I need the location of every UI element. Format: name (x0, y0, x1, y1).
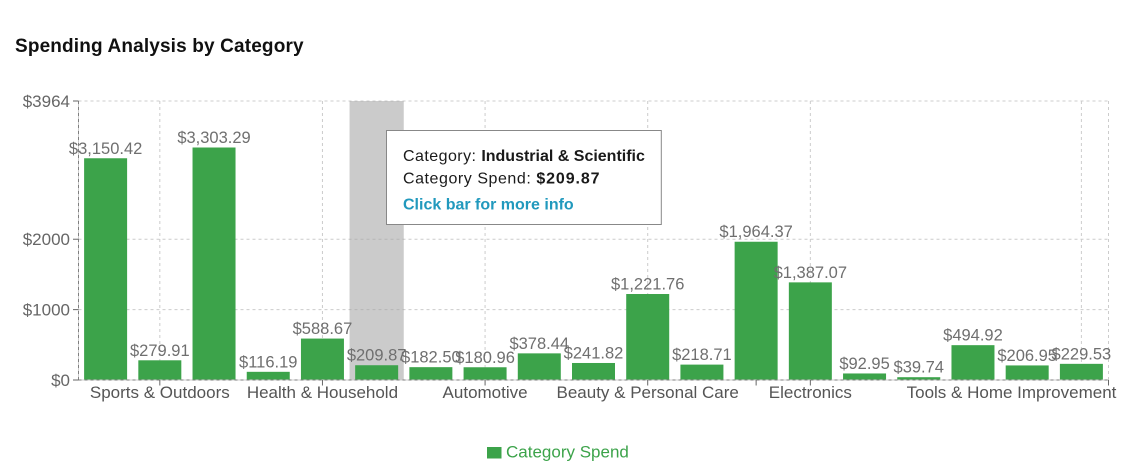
svg-text:$1,387.07: $1,387.07 (774, 264, 847, 282)
svg-text:Beauty & Personal Care: Beauty & Personal Care (557, 383, 739, 402)
svg-text:$229.53: $229.53 (1052, 345, 1112, 363)
svg-text:Automotive: Automotive (443, 383, 528, 402)
svg-text:$2000: $2000 (23, 230, 70, 249)
svg-text:$0: $0 (51, 371, 70, 390)
svg-text:$1,221.76: $1,221.76 (611, 276, 684, 294)
svg-text:$39.74: $39.74 (894, 359, 944, 377)
svg-text:$209.87: $209.87 (347, 347, 407, 365)
svg-text:Category: Industrial & Scienti: Category: Industrial & Scientific (403, 148, 645, 165)
svg-text:Health & Household: Health & Household (247, 383, 398, 402)
svg-text:Click bar for more info: Click bar for more info (403, 197, 574, 214)
svg-text:$182.50: $182.50 (401, 349, 461, 367)
svg-text:$3,303.29: $3,303.29 (177, 129, 250, 147)
svg-text:Tools & Home Improvement: Tools & Home Improvement (907, 383, 1117, 402)
svg-text:$116.19: $116.19 (239, 353, 297, 371)
svg-text:$218.71: $218.71 (672, 346, 732, 364)
svg-text:$241.82: $241.82 (564, 344, 624, 362)
svg-text:$588.67: $588.67 (293, 320, 353, 338)
svg-text:$3,150.42: $3,150.42 (69, 140, 142, 158)
svg-text:$378.44: $378.44 (509, 335, 569, 353)
svg-text:$1000: $1000 (23, 300, 70, 319)
svg-text:Category Spend: $209.87: Category Spend: $209.87 (403, 171, 600, 188)
svg-text:Category Spend: Category Spend (506, 443, 629, 462)
svg-text:Electronics: Electronics (769, 383, 852, 402)
svg-text:$206.95: $206.95 (997, 347, 1057, 365)
svg-text:$3964: $3964 (23, 92, 70, 111)
svg-text:$494.92: $494.92 (943, 327, 1003, 345)
svg-text:$279.91: $279.91 (130, 342, 190, 360)
svg-text:$92.95: $92.95 (839, 355, 889, 373)
svg-text:Spending Analysis by Category: Spending Analysis by Category (15, 36, 304, 57)
svg-text:$180.96: $180.96 (455, 349, 515, 367)
svg-text:$1,964.37: $1,964.37 (719, 223, 792, 241)
svg-text:Sports & Outdoors: Sports & Outdoors (90, 383, 230, 402)
